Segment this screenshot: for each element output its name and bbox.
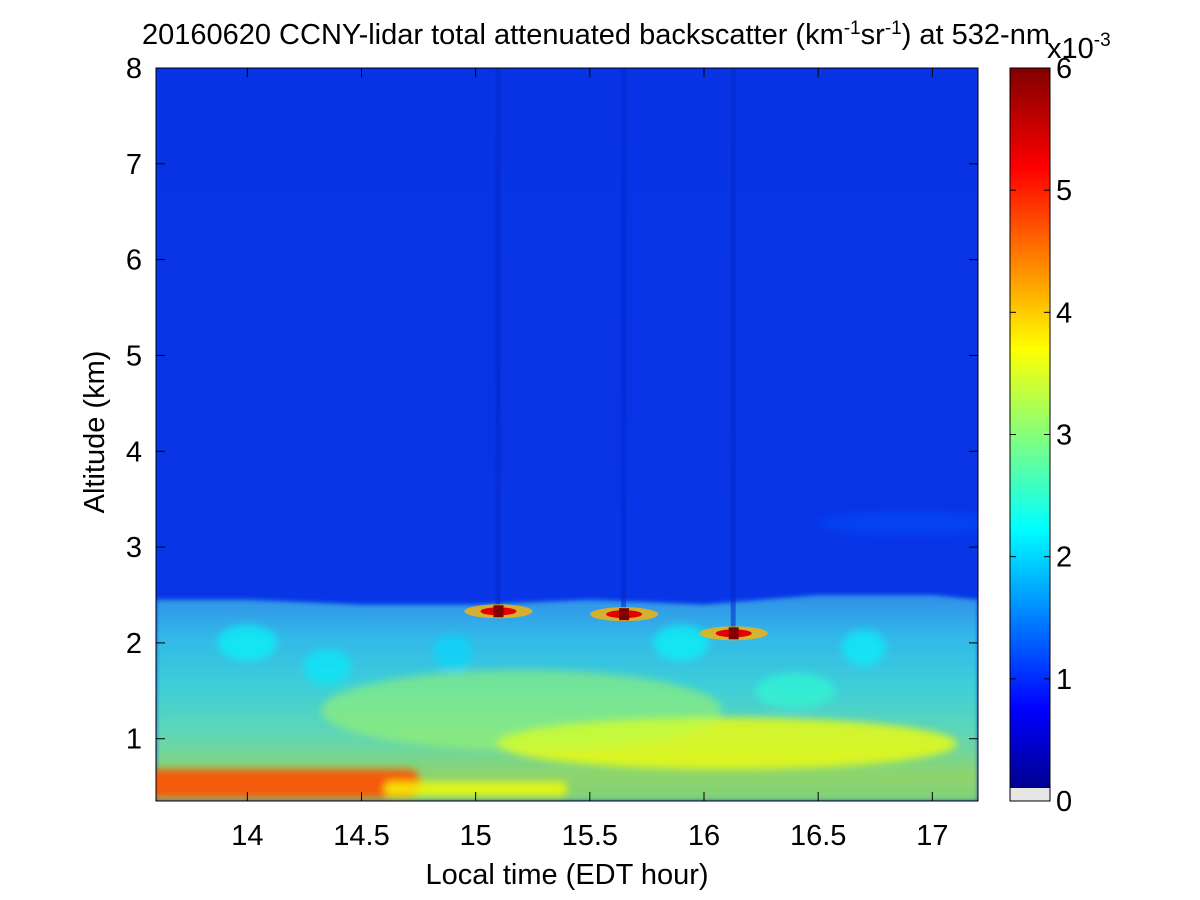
- colorbar-tick-label: 1: [1056, 664, 1072, 696]
- colorbar-gradient: [1010, 68, 1050, 788]
- title-exponent-2: -1: [885, 18, 902, 39]
- x-tick-label: 16: [688, 820, 720, 852]
- x-tick-label: 15: [460, 820, 492, 852]
- y-tick-label: 4: [126, 436, 142, 468]
- colorbar-multiplier: x10-3: [1047, 30, 1111, 65]
- colorbar-bottom-cell: [1010, 788, 1050, 801]
- x-tick-label: 14: [231, 820, 263, 852]
- y-tick-label: 8: [126, 53, 142, 85]
- aerosol-wisp: [653, 624, 710, 661]
- aerosol-texture: [156, 511, 978, 799]
- colorbar-tick-label: 3: [1056, 420, 1072, 452]
- aerosol-wisp: [432, 634, 473, 671]
- y-tick-label: 5: [126, 340, 142, 372]
- colorbar-tick-label: 4: [1056, 297, 1072, 329]
- aerosol-wisp: [755, 672, 836, 709]
- cloud-peak: [728, 627, 739, 640]
- title-main: 20160620 CCNY-lidar total attenuated bac…: [142, 19, 844, 51]
- aerosol-wisp: [303, 648, 352, 685]
- title-end: ) at 532-nm: [902, 19, 1050, 51]
- x-axis-label: Local time (EDT hour): [425, 859, 708, 891]
- colorbar-tick-label: 5: [1056, 175, 1072, 207]
- aerosol-wisp: [217, 624, 278, 661]
- cloud-peak: [619, 608, 630, 621]
- shadow-streak: [730, 68, 736, 634]
- heatmap-plot-area: [156, 68, 978, 801]
- colorbar-multiplier-base: x10: [1047, 33, 1094, 65]
- y-tick-label: 7: [126, 149, 142, 181]
- x-tick-label: 17: [916, 820, 948, 852]
- colorbar: 0 1 2 3 4 5 6 x10-3: [1009, 30, 1111, 818]
- near-surface-aerosol: [156, 769, 420, 799]
- shadow-streak: [621, 68, 627, 615]
- shadow-streak: [495, 68, 501, 612]
- y-tick-label: 2: [126, 628, 142, 660]
- y-axis-ticks: 1 2 3 4 5 6 7 8: [126, 53, 978, 756]
- y-tick-label: 1: [126, 724, 142, 756]
- chart-title: 20160620 CCNY-lidar total attenuated bac…: [142, 18, 1050, 51]
- faint-aerosol-layer: [819, 511, 978, 536]
- colorbar-ticks: 0 1 2 3 4 5 6: [1010, 53, 1072, 818]
- colorbar-multiplier-exponent: -3: [1094, 30, 1111, 51]
- yellow-aerosol-band: [321, 669, 722, 750]
- x-tick-label: 16.5: [790, 820, 846, 852]
- colorbar-tick-label: 6: [1056, 53, 1072, 85]
- y-axis-label: Altitude (km): [79, 351, 111, 514]
- colorbar-tick-label: 0: [1056, 786, 1072, 818]
- cloud-markers: [464, 604, 768, 641]
- near-surface-aerosol: [384, 781, 567, 796]
- cloud-shadow-streaks: [495, 68, 736, 634]
- y-tick-label: 6: [126, 245, 142, 277]
- colorbar-tick-label: 2: [1056, 542, 1072, 574]
- aerosol-wisp: [841, 629, 886, 666]
- x-tick-label: 14.5: [333, 820, 389, 852]
- y-tick-label: 3: [126, 532, 142, 564]
- title-exponent-1: -1: [844, 18, 861, 39]
- x-axis-ticks: 14 14.5 15 15.5 16 16.5 17: [231, 68, 948, 852]
- x-tick-label: 15.5: [562, 820, 618, 852]
- title-sr: sr: [861, 19, 886, 51]
- plot-frame: [155, 67, 979, 802]
- cloud-peak: [493, 605, 504, 618]
